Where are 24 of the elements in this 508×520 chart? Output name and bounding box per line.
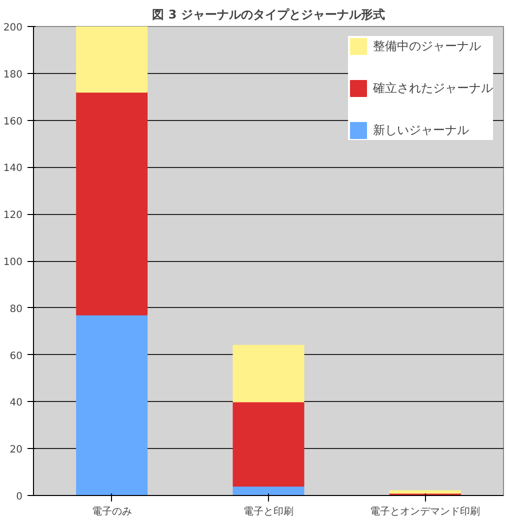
bar — [76, 314, 148, 496]
x-tick-label: 電子のみ — [92, 506, 132, 518]
chart-title: 図 3 ジャーナルのタイプとジャーナル形式 — [152, 8, 385, 22]
y-tick-label: 40 — [10, 398, 23, 409]
bar — [389, 490, 461, 494]
y-tick-label: 120 — [3, 210, 23, 222]
bar — [232, 401, 304, 487]
y-tick-label: 80 — [10, 304, 23, 315]
y-tick-label: 160 — [3, 116, 23, 128]
legend-label: 新しいジャーナル — [373, 122, 469, 138]
y-tick-label: 20 — [10, 444, 23, 456]
y-tick-label: 180 — [3, 69, 23, 80]
y-tick-label: 140 — [3, 163, 23, 174]
y-tick-label: 0 — [16, 492, 23, 502]
bar — [232, 344, 304, 402]
legend-label: 確立されたジャーナル — [373, 80, 493, 96]
bar — [76, 26, 148, 93]
y-tick-label: 200 — [3, 22, 23, 34]
legend-label: 整備中のジャーナル — [373, 38, 481, 54]
y-tick-label: 60 — [10, 350, 23, 362]
x-tick-label: 電子とオンデマンド印刷 — [370, 506, 480, 518]
y-tick-label: 100 — [3, 257, 23, 268]
x-tick-label: 電子と印刷 — [244, 506, 294, 518]
bar — [76, 92, 148, 316]
